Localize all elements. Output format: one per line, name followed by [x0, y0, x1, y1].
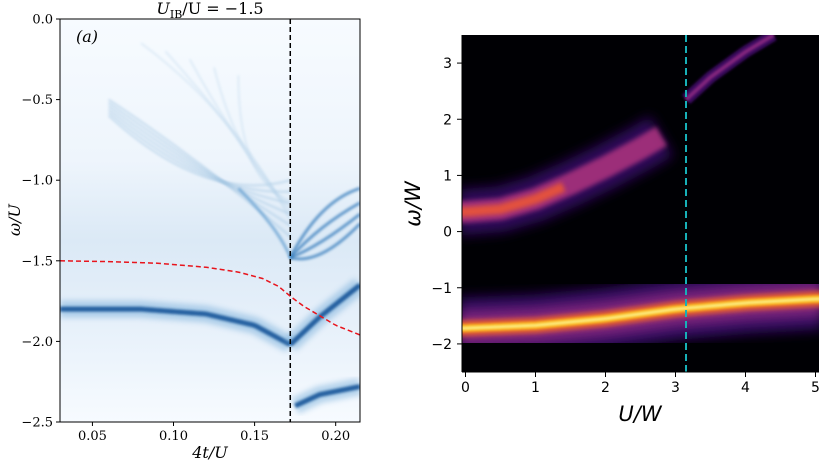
panel-b-ytick-label: 0 [443, 225, 452, 241]
panel-b-heatmap [462, 35, 819, 360]
panel-a-title-sub: IB [170, 8, 182, 21]
panel-a-band-lower [60, 306, 292, 347]
panel-a-band-bottom-right [294, 384, 360, 409]
panel-a-right-branch [288, 186, 360, 259]
panel-b-ylabel: ω/W [401, 180, 425, 227]
panel-a-ytick-label: −0.5 [21, 93, 53, 108]
panel-a-fan-branch [237, 75, 291, 202]
panel-a-xtick-label: 0.15 [240, 429, 269, 444]
panel-a-frame [59, 18, 361, 423]
panel-a-xtick-label: 0.10 [159, 429, 188, 444]
panel-b-xtick-label: 0 [461, 380, 470, 396]
panel-a-title-rest: /U = −1.5 [182, 0, 263, 18]
panel-b-xtick-label: 3 [671, 380, 680, 396]
panel-a-ytick-label: −1.5 [21, 254, 53, 269]
panel-a-label: (a) [76, 27, 98, 46]
panel-a-ytick-label: 0.0 [32, 13, 53, 28]
panel-a-xtick-label: 0.20 [321, 429, 350, 444]
panel-b-branch-core [684, 35, 775, 102]
panel-b-xtick-label: 1 [531, 380, 540, 396]
panel-a-fan-branch [108, 101, 291, 227]
panel-b: 0 1 2 3 4 5 3 2 1 0 −1 −2 U/W ω/W [401, 35, 820, 426]
panel-a-ylabel: ω/U [5, 204, 24, 236]
panel-b-xtick-label: 2 [601, 380, 610, 396]
panel-b-xtick-label: 5 [811, 380, 820, 396]
panel-b-lower-highlight [462, 297, 819, 330]
panel-b-ytick-label: −1 [431, 281, 452, 297]
panel-a-heatmap [60, 42, 360, 414]
panel-a-fan-branch [107, 108, 291, 204]
panel-a-title-main: U [156, 0, 170, 18]
panel-a-ytick-label: −2.0 [21, 335, 53, 350]
panel-b-ytick-label: 1 [443, 168, 452, 184]
panel-a-mean-field-curve [60, 260, 360, 336]
panel-a-fan-branch [108, 98, 291, 238]
panel-a-fan-branch [107, 111, 291, 193]
panel-a-title: UIB/U = −1.5 [156, 0, 263, 21]
panel-b-axes: 0 1 2 3 4 5 3 2 1 0 −1 −2 [431, 35, 820, 396]
panel-b-band-upper-arc [462, 182, 566, 217]
panel-a-fan-branch [107, 105, 291, 216]
panel-a-overlays [60, 19, 360, 422]
panel-a-plot-area [60, 19, 360, 422]
panel-a-axes: 0.05 0.10 0.15 0.20 0.0 −0.5 −1.0 −1.5 −2.0 −2.5 [21, 13, 350, 445]
panel-b-ytick-label: 3 [443, 56, 452, 72]
panel-b-xlabel: U/W [618, 402, 662, 426]
panel-b-xtick-label: 4 [741, 380, 750, 396]
panel-a-ytick-label: −2.5 [21, 416, 53, 431]
panel-a: 0.05 0.10 0.15 0.200.0−0.5−1.0−1.5−2.0−2.5 … [5, 0, 361, 462]
panel-a-xtick-label: 0.05 [78, 429, 107, 444]
panel-b-ytick-label: 2 [443, 112, 452, 128]
panel-a-ytick-label: −1.0 [21, 174, 53, 189]
panel-b-ytick-label: −2 [431, 337, 452, 353]
panel-a-band-lower-right [288, 283, 360, 347]
panel-a-xlabel: 4t/U [191, 443, 228, 462]
